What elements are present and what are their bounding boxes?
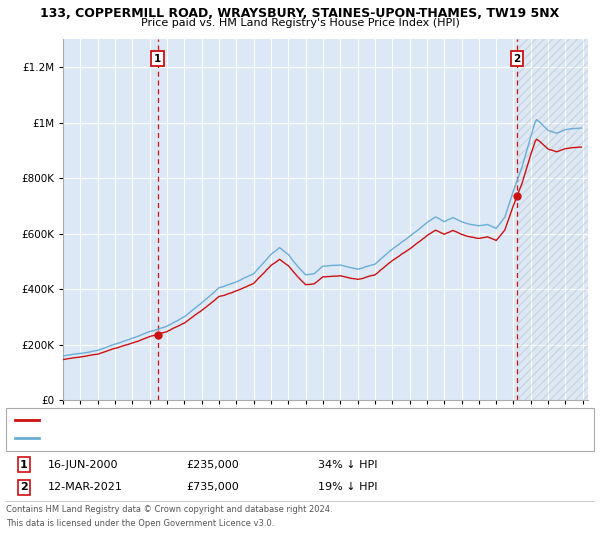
- Text: 16-JUN-2000: 16-JUN-2000: [48, 460, 119, 470]
- Text: £235,000: £235,000: [186, 460, 239, 470]
- Text: 2: 2: [513, 54, 520, 64]
- Text: 2: 2: [20, 482, 28, 492]
- Bar: [517, 39, 588, 400]
- Text: 1: 1: [20, 460, 28, 470]
- Text: 133, COPPERMILL ROAD, WRAYSBURY, STAINES-UPON-THAMES, TW19 5NX: 133, COPPERMILL ROAD, WRAYSBURY, STAINES…: [40, 7, 560, 20]
- Text: HPI: Average price, detached house, Windsor and Maidenhead: HPI: Average price, detached house, Wind…: [43, 433, 368, 444]
- Text: 12-MAR-2021: 12-MAR-2021: [48, 482, 123, 492]
- Text: 34% ↓ HPI: 34% ↓ HPI: [318, 460, 377, 470]
- Text: Price paid vs. HM Land Registry's House Price Index (HPI): Price paid vs. HM Land Registry's House …: [140, 18, 460, 28]
- Text: £735,000: £735,000: [186, 482, 239, 492]
- Text: Contains HM Land Registry data © Crown copyright and database right 2024.: Contains HM Land Registry data © Crown c…: [6, 505, 332, 514]
- Text: 19% ↓ HPI: 19% ↓ HPI: [318, 482, 377, 492]
- Text: 1: 1: [154, 54, 161, 64]
- Text: 133, COPPERMILL ROAD, WRAYSBURY, STAINES-UPON-THAMES, TW19 5NX (detached ho: 133, COPPERMILL ROAD, WRAYSBURY, STAINES…: [43, 415, 502, 425]
- Text: This data is licensed under the Open Government Licence v3.0.: This data is licensed under the Open Gov…: [6, 519, 274, 528]
